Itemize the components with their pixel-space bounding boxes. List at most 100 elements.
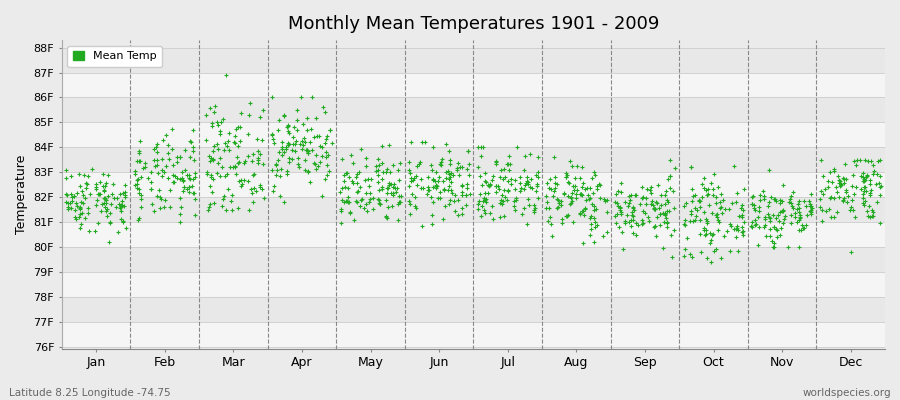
Point bbox=[246, 151, 260, 157]
Point bbox=[872, 192, 886, 198]
Point bbox=[372, 187, 386, 194]
Point bbox=[857, 184, 871, 191]
Point bbox=[414, 139, 428, 146]
Point bbox=[443, 160, 457, 167]
Point bbox=[271, 156, 285, 163]
Point bbox=[393, 198, 408, 205]
Point bbox=[860, 174, 874, 180]
Point bbox=[711, 227, 725, 234]
Point bbox=[248, 187, 263, 194]
Point bbox=[442, 148, 456, 154]
Point bbox=[849, 184, 863, 190]
Point bbox=[633, 201, 647, 208]
Point bbox=[493, 214, 508, 220]
Point bbox=[830, 188, 844, 195]
Point bbox=[646, 202, 661, 208]
Point bbox=[249, 136, 264, 142]
Point bbox=[518, 152, 532, 159]
Point bbox=[792, 198, 806, 205]
Point bbox=[767, 244, 781, 250]
Bar bbox=[62, 247, 885, 272]
Point bbox=[704, 180, 718, 186]
Point bbox=[360, 208, 374, 214]
Point bbox=[102, 239, 116, 245]
Point bbox=[416, 184, 430, 191]
Bar bbox=[62, 297, 885, 322]
Point bbox=[858, 156, 872, 163]
Point bbox=[598, 198, 612, 204]
Point bbox=[366, 206, 381, 212]
Point bbox=[213, 128, 228, 134]
Point bbox=[804, 210, 818, 217]
Point bbox=[865, 207, 879, 213]
Point bbox=[174, 203, 188, 210]
Point bbox=[565, 162, 580, 169]
Point bbox=[229, 132, 243, 139]
Point bbox=[93, 179, 107, 186]
Point bbox=[382, 142, 396, 148]
Point bbox=[718, 206, 733, 212]
Point bbox=[144, 186, 158, 192]
Point bbox=[425, 166, 439, 173]
Point bbox=[566, 219, 580, 225]
Point bbox=[435, 156, 449, 162]
Point bbox=[793, 214, 807, 220]
Point bbox=[479, 179, 493, 185]
Point bbox=[700, 186, 715, 192]
Point bbox=[313, 159, 328, 165]
Point bbox=[349, 199, 364, 205]
Point bbox=[489, 183, 503, 190]
Point bbox=[186, 127, 201, 133]
Point bbox=[88, 227, 103, 234]
Point bbox=[229, 126, 243, 132]
Point bbox=[413, 159, 428, 165]
Point bbox=[821, 178, 835, 184]
Point bbox=[301, 168, 315, 174]
Point bbox=[173, 154, 187, 160]
Point bbox=[362, 199, 376, 205]
Point bbox=[379, 214, 393, 220]
Point bbox=[552, 200, 566, 207]
Point bbox=[78, 215, 93, 222]
Point bbox=[776, 220, 790, 226]
Point bbox=[247, 170, 261, 177]
Point bbox=[652, 204, 666, 211]
Point bbox=[350, 188, 365, 195]
Point bbox=[784, 220, 798, 226]
Point bbox=[644, 190, 658, 196]
Point bbox=[379, 169, 393, 175]
Point bbox=[583, 195, 598, 202]
Point bbox=[285, 156, 300, 162]
Point bbox=[410, 163, 424, 169]
Point bbox=[736, 228, 751, 234]
Point bbox=[280, 170, 294, 177]
Point bbox=[678, 246, 692, 253]
Point bbox=[130, 177, 145, 183]
Point bbox=[211, 119, 225, 125]
Point bbox=[666, 188, 680, 194]
Point bbox=[726, 163, 741, 169]
Point bbox=[432, 174, 446, 180]
Point bbox=[847, 214, 861, 220]
Point bbox=[106, 180, 121, 187]
Point bbox=[147, 146, 161, 152]
Point bbox=[359, 154, 374, 161]
Point bbox=[388, 185, 402, 192]
Point bbox=[473, 213, 488, 219]
Point bbox=[479, 199, 493, 205]
Point bbox=[265, 94, 279, 101]
Point bbox=[165, 146, 179, 152]
Point bbox=[520, 196, 535, 203]
Point bbox=[805, 191, 819, 198]
Point bbox=[227, 139, 241, 145]
Point bbox=[371, 171, 385, 178]
Point bbox=[520, 179, 535, 185]
Point bbox=[478, 190, 492, 196]
Point bbox=[489, 189, 503, 196]
Point bbox=[79, 180, 94, 186]
Point bbox=[318, 176, 332, 182]
Point bbox=[462, 161, 476, 168]
Point bbox=[426, 144, 440, 150]
Point bbox=[773, 200, 788, 206]
Point bbox=[583, 232, 598, 238]
